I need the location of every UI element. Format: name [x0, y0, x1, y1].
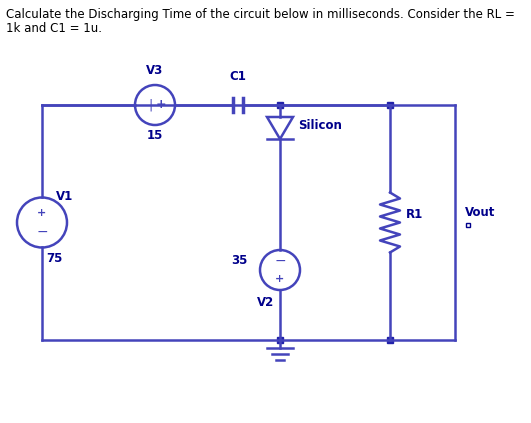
Text: Silicon: Silicon — [298, 119, 342, 132]
Text: +: + — [37, 209, 47, 219]
Text: R1: R1 — [406, 208, 423, 221]
Text: −: − — [274, 254, 286, 268]
Text: +: + — [276, 274, 285, 284]
Text: Calculate the Discharging Time of the circuit below in milliseconds. Consider th: Calculate the Discharging Time of the ci… — [6, 8, 515, 21]
Text: Vout: Vout — [465, 206, 495, 219]
Bar — [387, 337, 393, 343]
Text: 1k and C1 = 1u.: 1k and C1 = 1u. — [6, 22, 102, 35]
Text: 15: 15 — [147, 129, 163, 142]
Text: +: + — [156, 99, 166, 112]
Text: V3: V3 — [147, 64, 164, 77]
Bar — [466, 223, 470, 228]
Text: 75: 75 — [46, 253, 62, 266]
Text: −: − — [36, 225, 48, 239]
Bar — [387, 102, 393, 108]
Text: |: | — [148, 99, 152, 112]
Text: V1: V1 — [56, 190, 73, 203]
Bar — [277, 102, 283, 108]
Text: 35: 35 — [232, 253, 248, 266]
Bar — [277, 337, 283, 343]
Text: V2: V2 — [258, 296, 275, 309]
Text: C1: C1 — [229, 70, 246, 83]
